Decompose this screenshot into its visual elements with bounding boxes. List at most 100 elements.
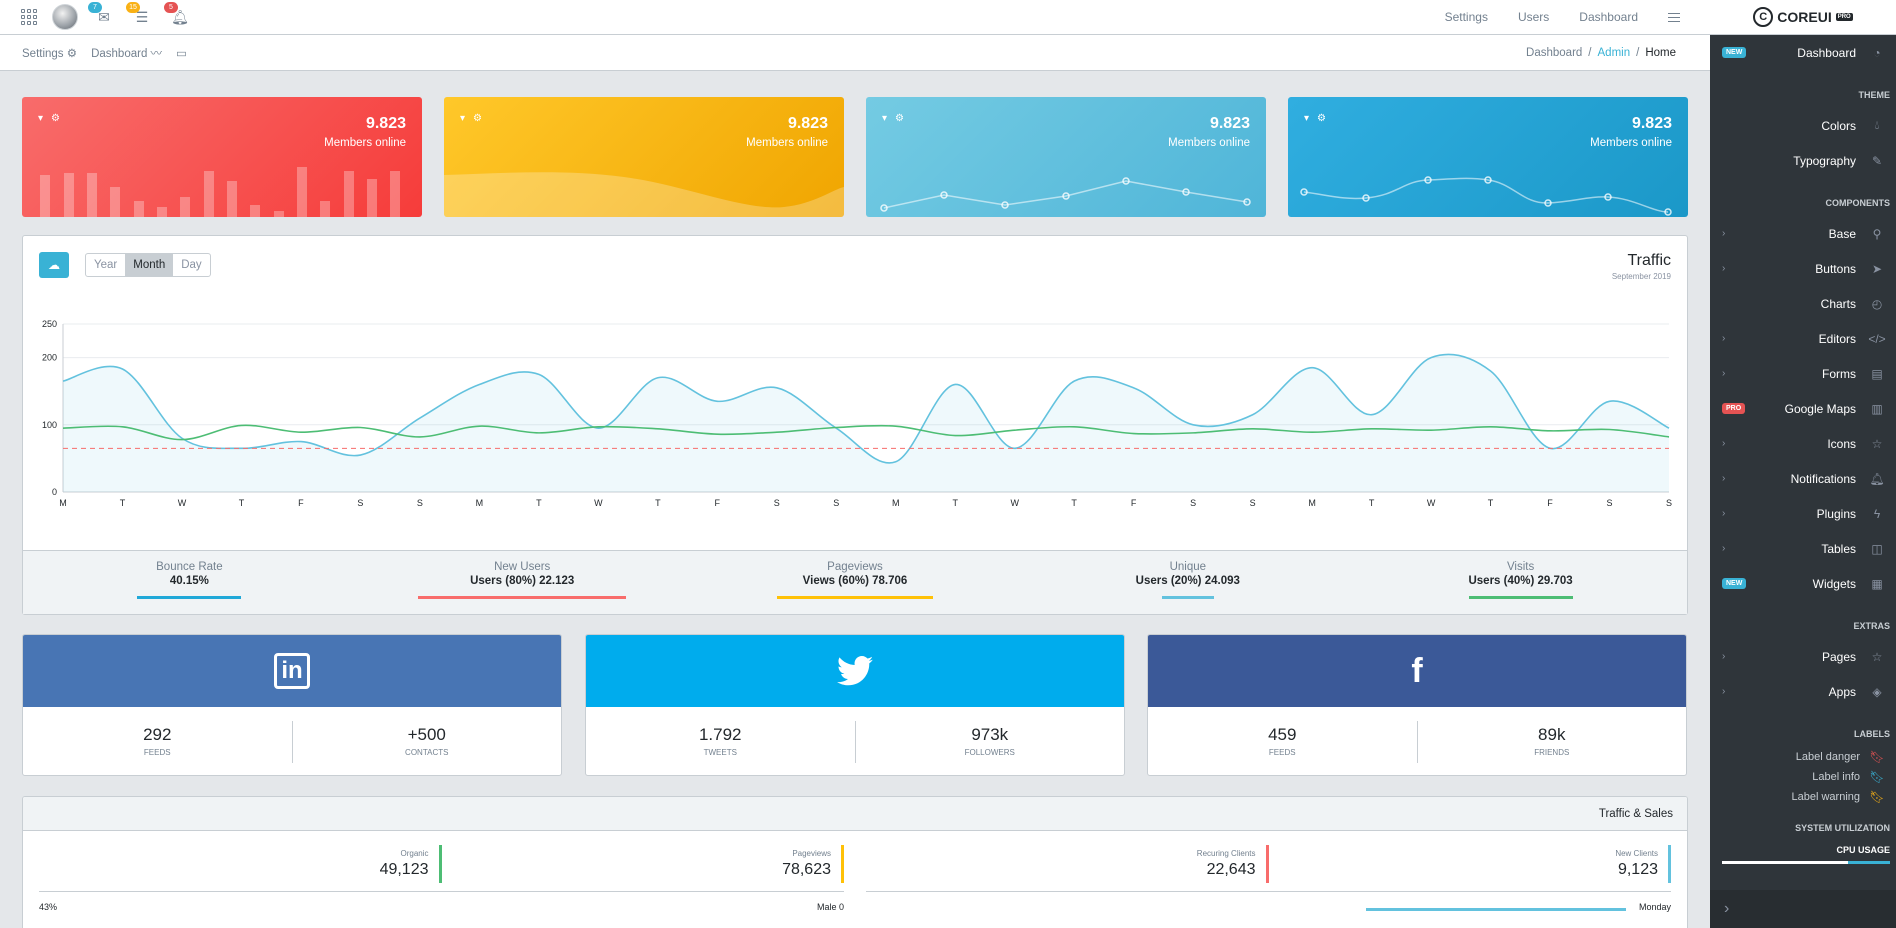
bookmark-danger-icon: 🔖︎ <box>1869 750 1885 764</box>
breadcrumb-dashboard[interactable]: Dashboard <box>1526 46 1583 59</box>
nav-title-labels: LABELS <box>1854 729 1890 739</box>
stat-label: Recuring Clients <box>1196 849 1256 858</box>
caret-down-icon[interactable]: ▾ <box>38 113 44 124</box>
brand-pro-tag: PRO <box>1835 13 1853 21</box>
range-month-button[interactable]: Month <box>125 254 174 276</box>
download-button[interactable]: ☁ <box>39 252 69 278</box>
series-line-0 <box>62 353 1670 464</box>
stats-group-left: Organic 49,123 Pageviews 78,623 <box>39 845 844 892</box>
sidebar-item-google-maps[interactable]: PRO Google Maps ▥ <box>1710 391 1896 426</box>
sidebar-item-tables[interactable]: › Tables ◫ <box>1710 531 1896 566</box>
sidebar-label-danger[interactable]: Label danger 🔖︎ <box>1710 747 1896 767</box>
sidebar-item-dashboard[interactable]: NEW Dashboard ◔ <box>1710 35 1896 70</box>
breadcrumb-separator: / <box>1636 46 1640 59</box>
y-tick-label: 200 <box>42 353 57 363</box>
x-tick-label: M <box>892 498 900 508</box>
sidebar-item-forms[interactable]: › Forms ▤ <box>1710 356 1896 391</box>
mail-badge: 7 <box>88 2 102 13</box>
apps-grid-icon[interactable] <box>20 8 38 26</box>
breadcrumb-admin[interactable]: Admin <box>1597 46 1631 59</box>
footer-unique: Unique Users (20%) 24.093 <box>1021 551 1354 614</box>
range-year-button[interactable]: Year <box>94 259 118 271</box>
sidebar-item-notifications[interactable]: › Notifications 🔔︎ <box>1710 461 1896 496</box>
speech-icon[interactable]: ▭ <box>176 47 187 60</box>
feeds-label: FEEDS <box>143 748 171 757</box>
footer-label: Bounce Rate <box>156 561 223 573</box>
footer-label: Unique <box>1169 561 1207 573</box>
sidebar-item-base[interactable]: › Base ⚲ <box>1710 216 1896 251</box>
caret-down-icon[interactable]: ▾ <box>460 113 466 124</box>
map-icon: ▥ <box>1871 401 1883 416</box>
sidebar-item-label: Forms <box>1822 366 1856 381</box>
sidebar-item-label: Icons <box>1827 436 1856 451</box>
sidebar-label-info[interactable]: Label info 🔖︎ <box>1710 767 1896 787</box>
sidebar-item-label: Buttons <box>1815 261 1856 276</box>
footer-label: New Users <box>494 561 551 573</box>
sidebar-item-icons[interactable]: › Icons ☆ <box>1710 426 1896 461</box>
stat-value: 49,123 <box>379 861 429 878</box>
x-tick-label: S <box>774 498 780 508</box>
calculator-icon: ▦ <box>1871 576 1883 591</box>
stat-label: Organic <box>400 849 429 858</box>
bell-icon: 🔔︎ <box>1869 471 1885 486</box>
facebook-icon: f <box>1148 635 1686 707</box>
caret-down-icon[interactable]: ▾ <box>882 113 888 124</box>
sidebar-label-warning[interactable]: Label warning 🔖︎ <box>1710 787 1896 807</box>
sidebar-item-label: Colors <box>1821 118 1856 133</box>
range-day-button[interactable]: Day <box>181 259 202 271</box>
header-nav-users[interactable]: Users <box>1517 10 1550 24</box>
mail-button[interactable]: ✉ 7 <box>88 2 116 29</box>
traffic-subtitle: September 2019 <box>1611 272 1671 281</box>
stat-organic: Organic 49,123 <box>39 845 442 883</box>
x-tick-label: T <box>1071 498 1077 508</box>
y-tick-label: 250 <box>42 319 57 329</box>
bookmark-info-icon: 🔖︎ <box>1869 770 1885 784</box>
sidebar-item-editors[interactable]: › Editors </> <box>1710 321 1896 356</box>
stat-card-members-cyan: ▾ ⚙ 9.823 Members online <box>866 97 1266 217</box>
x-tick-label: F <box>1131 498 1137 508</box>
subheader-dashboard-link[interactable]: Dashboard 〰 <box>91 45 162 61</box>
header-nav-dashboard[interactable]: Dashboard <box>1579 10 1638 24</box>
feeds-label: FEEDS <box>1268 748 1296 757</box>
sidebar-item-typography[interactable]: Typography ✎ <box>1710 143 1896 178</box>
brand-logo[interactable]: C COREUI PRO <box>1710 0 1896 35</box>
sidebar-minimizer-button[interactable]: › <box>1710 890 1896 928</box>
gear-icon[interactable]: ⚙ <box>51 113 60 124</box>
sidebar-item-plugins[interactable]: › Plugins ϟ <box>1710 496 1896 531</box>
alerts-button[interactable]: 🔔︎ 5 <box>164 2 192 29</box>
x-tick-label: T <box>1369 498 1375 508</box>
aside-toggler-icon[interactable] <box>1668 12 1680 22</box>
sidebar-item-colors[interactable]: Colors 💧︎ <box>1710 108 1896 143</box>
sidebar-item-buttons[interactable]: › Buttons ➤ <box>1710 251 1896 286</box>
columns-icon: ◫ <box>1871 541 1883 556</box>
gear-icon[interactable]: ⚙ <box>895 113 904 124</box>
sparkline-bars <box>40 167 400 217</box>
sidebar-item-pages[interactable]: › Pages ☆ <box>1710 639 1896 674</box>
x-tick-label: W <box>178 498 187 508</box>
app-header: ✉ 7 ☰ 15 🔔︎ 5 Settings Users Dashboard <box>0 0 1710 35</box>
footer-new-users: New Users Users (80%) 22.123 <box>356 551 689 614</box>
header-nav-settings[interactable]: Settings <box>1444 10 1488 24</box>
gear-icon[interactable]: ⚙ <box>473 113 482 124</box>
stat-label: Members online <box>324 137 406 149</box>
gender-name: Male <box>816 902 837 912</box>
sidebar-item-apps[interactable]: › Apps ◈ <box>1710 674 1896 709</box>
sidebar-item-widgets[interactable]: NEW Widgets ▦ <box>1710 566 1896 601</box>
x-tick-label: T <box>239 498 245 508</box>
sidebar-item-label: Label info <box>1812 771 1860 783</box>
sidebar-item-charts[interactable]: Charts ◴ <box>1710 286 1896 321</box>
tweets-count: 1.792 <box>698 725 742 744</box>
bottom-left-row: 43% Male 0 <box>39 902 844 912</box>
caret-down-icon[interactable]: ▾ <box>1304 113 1310 124</box>
chevron-icon: › <box>1722 651 1726 662</box>
progress-bar <box>776 596 933 599</box>
stat-color-bar <box>841 845 844 883</box>
subheader-settings-link[interactable]: Settings ⚙ <box>22 46 77 60</box>
avatar[interactable] <box>52 4 78 30</box>
sidebar-item-label: Dashboard <box>1797 45 1856 60</box>
alerts-badge: 5 <box>164 2 178 13</box>
chevron-icon: › <box>1722 438 1726 449</box>
x-tick-label: S <box>1666 498 1672 508</box>
tasks-button[interactable]: ☰ 15 <box>126 2 154 29</box>
gear-icon[interactable]: ⚙ <box>1317 113 1326 124</box>
